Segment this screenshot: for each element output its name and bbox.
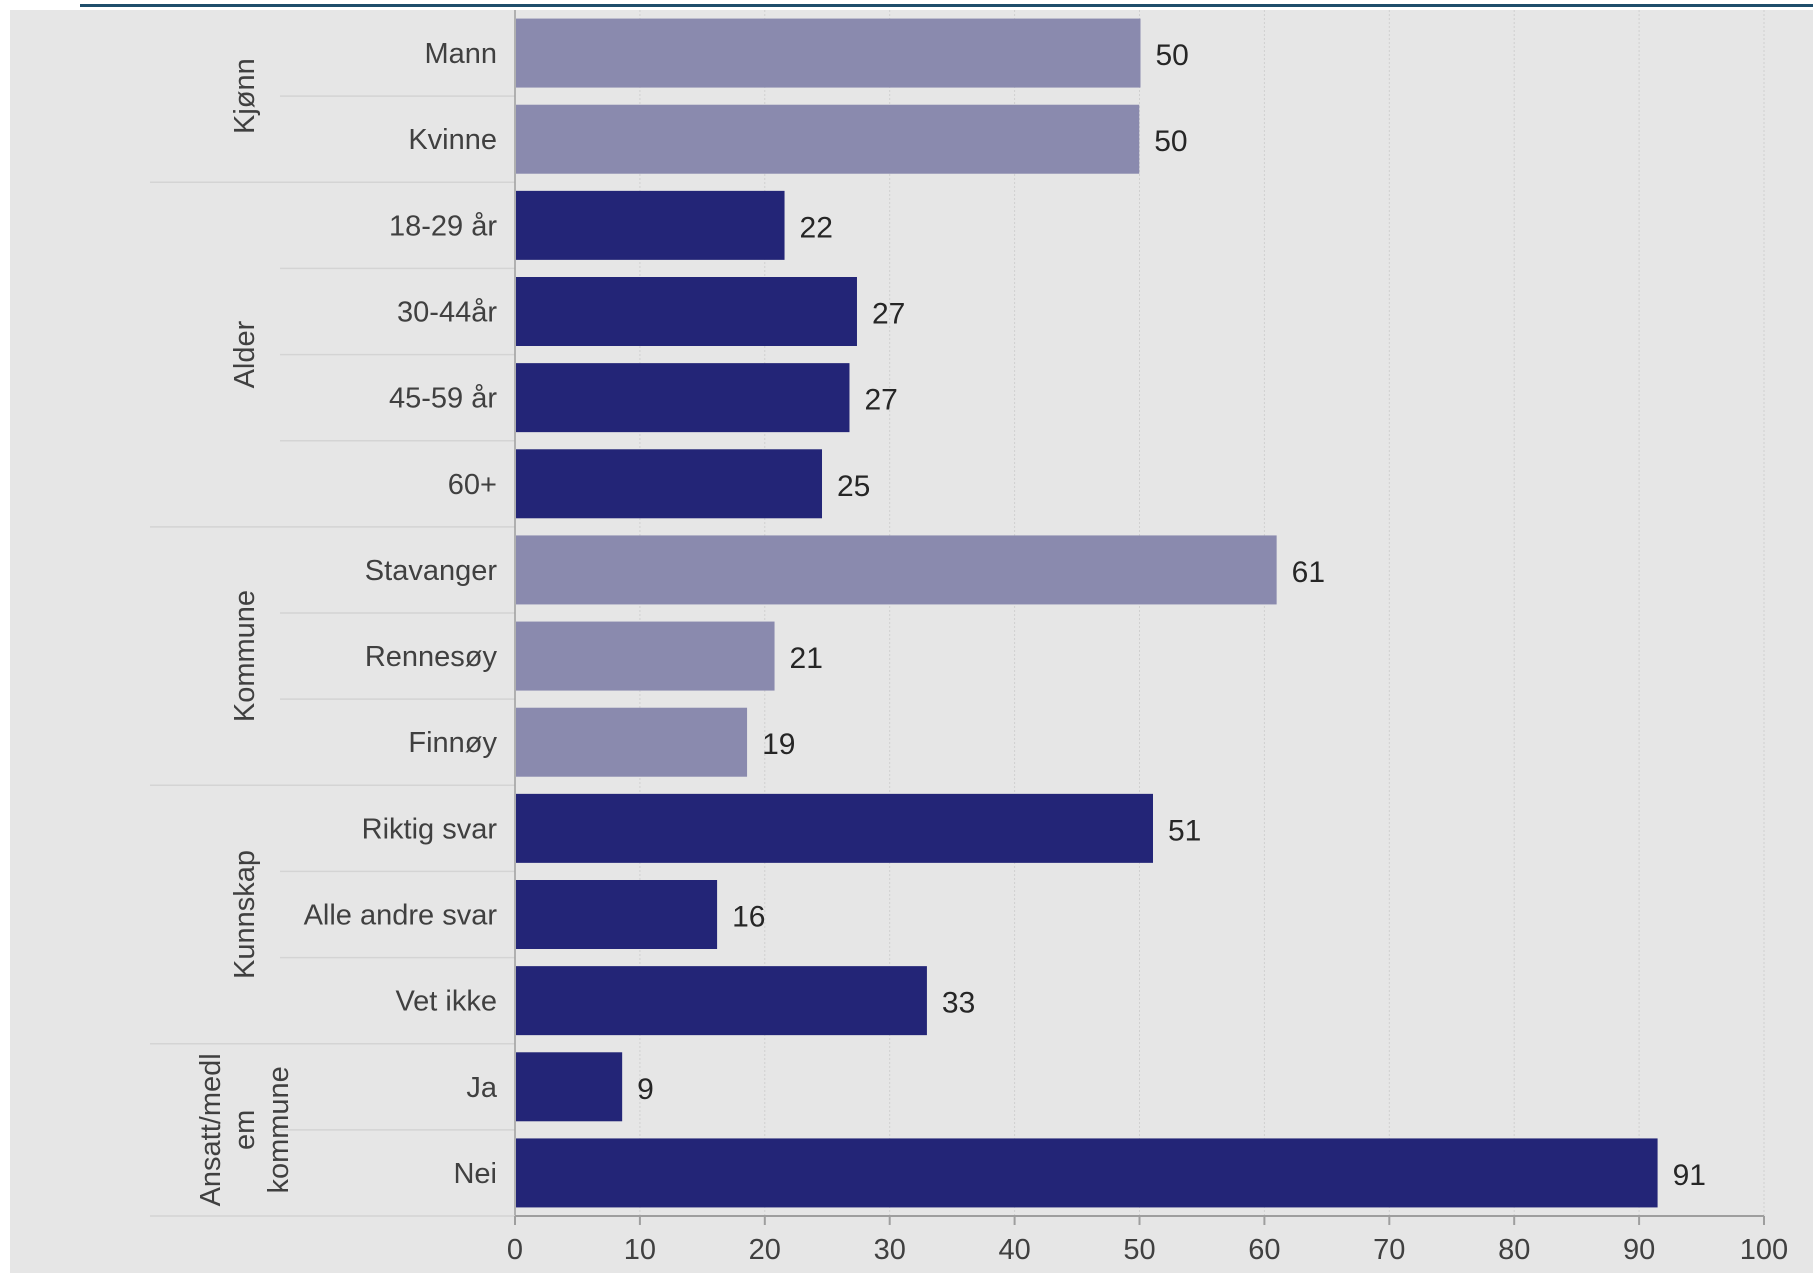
category-label: Rennesøy xyxy=(365,641,498,673)
group-label-line: kommune xyxy=(263,1066,295,1193)
group-label: Kunnskap xyxy=(229,850,261,979)
bar xyxy=(516,966,927,1036)
category-label: Stavanger xyxy=(365,555,498,587)
value-label: 91 xyxy=(1673,1159,1706,1192)
category-label: Kvinne xyxy=(408,124,497,156)
value-label: 27 xyxy=(864,384,897,417)
category-label: 60+ xyxy=(448,469,497,501)
bar xyxy=(516,621,775,691)
value-label: 9 xyxy=(637,1073,654,1106)
category-label: Finnøy xyxy=(408,727,497,759)
group-label: Kommune xyxy=(229,590,261,722)
category-label: Ja xyxy=(466,1072,498,1104)
bar xyxy=(516,1138,1658,1208)
value-label: 50 xyxy=(1156,39,1189,72)
group-label-line: Kommune xyxy=(229,590,261,722)
bar xyxy=(516,277,857,346)
value-label: 16 xyxy=(732,901,765,934)
group-label-line: Kunnskap xyxy=(229,850,261,979)
x-tick-label: 60 xyxy=(1248,1234,1280,1266)
value-label: 25 xyxy=(837,470,870,503)
value-label: 61 xyxy=(1292,556,1325,589)
bar xyxy=(516,18,1141,88)
bar xyxy=(516,793,1153,863)
group-label: Ansatt/medlemkommune xyxy=(195,1053,295,1206)
x-tick-label: 90 xyxy=(1623,1234,1655,1266)
group-label-line: Alder xyxy=(229,320,261,388)
x-tick-label: 20 xyxy=(749,1234,781,1266)
category-label: Alle andre svar xyxy=(304,900,498,932)
bar xyxy=(516,1052,623,1122)
value-label: 21 xyxy=(790,642,823,675)
category-label: 30-44år xyxy=(397,297,497,329)
x-tick-label: 80 xyxy=(1498,1234,1530,1266)
x-tick-label: 100 xyxy=(1740,1234,1788,1266)
value-label: 19 xyxy=(762,728,795,761)
value-label: 22 xyxy=(800,211,833,244)
bar xyxy=(516,190,785,260)
category-label: Vet ikke xyxy=(395,986,497,1018)
bar xyxy=(516,535,1277,605)
chart-background xyxy=(10,10,1813,1273)
value-label: 51 xyxy=(1168,814,1201,847)
bar xyxy=(516,880,718,949)
bar xyxy=(516,104,1140,174)
x-tick-label: 0 xyxy=(507,1234,523,1266)
top-accent-line xyxy=(80,4,1813,7)
x-tick-label: 10 xyxy=(624,1234,656,1266)
category-label: 45-59 år xyxy=(389,383,497,415)
group-label: Alder xyxy=(229,320,261,388)
bar xyxy=(516,363,850,433)
bar xyxy=(516,707,748,777)
bar xyxy=(516,449,823,519)
category-label: 18-29 år xyxy=(389,210,497,242)
group-label: Kjønn xyxy=(229,58,261,134)
x-tick-label: 70 xyxy=(1373,1234,1405,1266)
x-tick-label: 50 xyxy=(1123,1234,1155,1266)
group-label-line: em xyxy=(229,1110,261,1150)
category-label: Riktig svar xyxy=(362,813,498,845)
value-label: 27 xyxy=(872,298,905,331)
x-tick-label: 40 xyxy=(998,1234,1030,1266)
category-label: Mann xyxy=(424,38,497,70)
value-label: 50 xyxy=(1154,125,1187,158)
group-label-line: Kjønn xyxy=(229,58,261,134)
x-tick-label: 30 xyxy=(874,1234,906,1266)
group-label-line: Ansatt/medl xyxy=(195,1053,227,1206)
category-label: Nei xyxy=(453,1158,497,1190)
value-label: 33 xyxy=(942,987,975,1020)
